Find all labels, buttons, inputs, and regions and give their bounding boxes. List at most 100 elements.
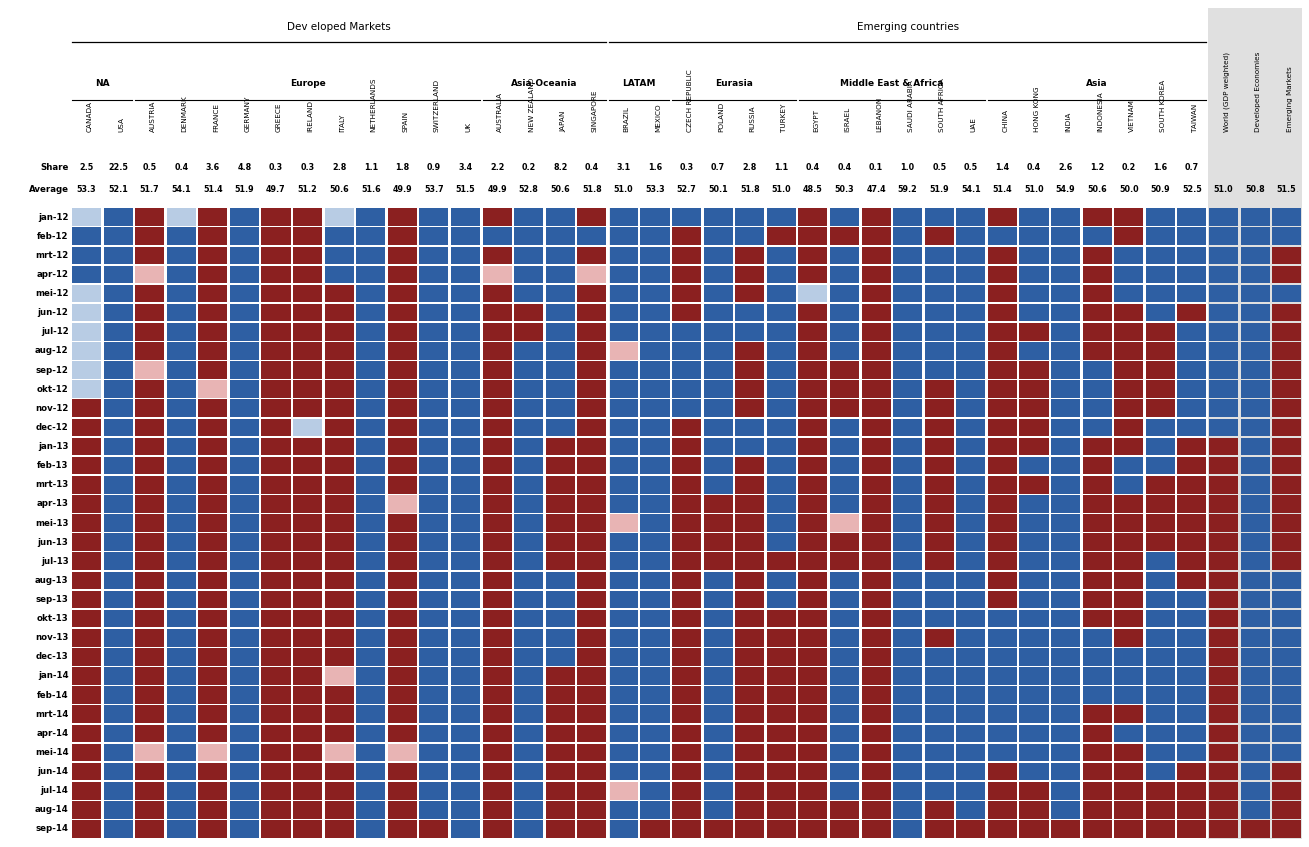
Bar [640, 438, 669, 456]
Bar [452, 534, 480, 551]
Bar [166, 380, 196, 398]
Bar [325, 686, 353, 704]
Bar [924, 763, 954, 780]
Bar [577, 342, 606, 360]
Text: LATAM: LATAM [623, 79, 656, 88]
Bar [1083, 820, 1111, 838]
Bar [736, 782, 764, 800]
Bar [1083, 686, 1111, 704]
Bar [293, 476, 322, 494]
Bar [830, 686, 859, 704]
Bar [861, 514, 890, 532]
Bar [262, 724, 291, 742]
Bar [640, 820, 669, 838]
Bar [1240, 513, 1271, 533]
Bar [546, 514, 575, 532]
Bar [893, 400, 922, 417]
Bar [419, 801, 449, 819]
Bar [452, 227, 480, 245]
Bar [1051, 686, 1080, 704]
Bar [1240, 800, 1271, 819]
Bar [893, 342, 922, 360]
Bar [198, 724, 228, 742]
Text: 54.9: 54.9 [1056, 185, 1076, 194]
Bar [767, 285, 796, 302]
Bar [1051, 380, 1080, 398]
Bar [230, 724, 259, 742]
Bar [640, 724, 669, 742]
Bar [1271, 647, 1302, 667]
Text: feb-13: feb-13 [37, 461, 68, 470]
Bar [262, 418, 291, 436]
Bar [957, 342, 986, 360]
Bar [1051, 724, 1080, 742]
Bar [1020, 820, 1049, 838]
Bar [1083, 342, 1111, 360]
Bar [103, 552, 132, 570]
Bar [1114, 246, 1143, 264]
Bar [387, 304, 416, 322]
Bar [1051, 476, 1080, 494]
Bar [957, 782, 986, 800]
Bar [262, 648, 291, 666]
Bar [103, 648, 132, 666]
Bar [1020, 342, 1049, 360]
Bar [609, 227, 637, 245]
Bar [767, 362, 796, 379]
Bar [957, 418, 986, 436]
Bar [767, 418, 796, 436]
Bar [325, 400, 353, 417]
Bar [325, 227, 353, 245]
Bar [1240, 437, 1271, 456]
Bar [830, 400, 859, 417]
Bar [293, 400, 322, 417]
Bar [135, 820, 164, 838]
Bar [1051, 629, 1080, 646]
Bar [1083, 285, 1111, 302]
Bar [419, 763, 449, 780]
Text: Dev eloped Markets: Dev eloped Markets [287, 22, 391, 32]
Bar [577, 534, 606, 551]
Bar [893, 686, 922, 704]
Bar [924, 208, 954, 226]
Bar [262, 820, 291, 838]
Bar [419, 744, 449, 761]
Bar [198, 706, 228, 723]
Bar [1020, 686, 1049, 704]
Bar [1240, 685, 1271, 705]
Bar [1114, 208, 1143, 226]
Bar [1020, 227, 1049, 245]
Bar [861, 552, 890, 570]
Bar [1177, 552, 1207, 570]
Bar [419, 648, 449, 666]
Bar [103, 246, 132, 264]
Bar [924, 266, 954, 283]
Text: SAUDI ARABIA: SAUDI ARABIA [907, 80, 914, 132]
Bar [1241, 400, 1270, 417]
Bar [957, 457, 986, 474]
Bar [1240, 590, 1271, 609]
Bar [483, 629, 512, 646]
Bar [387, 418, 416, 436]
Text: Middle East & Africa: Middle East & Africa [840, 79, 944, 88]
Bar [135, 686, 164, 704]
Text: IRELAND: IRELAND [308, 100, 314, 132]
Bar [1210, 610, 1238, 628]
Bar [387, 534, 416, 551]
Bar [1241, 438, 1270, 456]
Text: jan-14: jan-14 [38, 672, 68, 680]
Bar [736, 323, 764, 340]
Bar [1240, 533, 1271, 551]
Text: Average: Average [29, 185, 68, 194]
Bar [988, 208, 1017, 226]
Bar [198, 495, 228, 512]
Text: 51.0: 51.0 [1024, 185, 1043, 194]
Bar [1241, 629, 1270, 646]
Bar [1241, 763, 1270, 780]
Bar [924, 782, 954, 800]
Text: UAE: UAE [971, 117, 977, 132]
Bar [988, 514, 1017, 532]
Bar [609, 744, 637, 761]
Bar [736, 763, 764, 780]
Bar [1177, 285, 1207, 302]
